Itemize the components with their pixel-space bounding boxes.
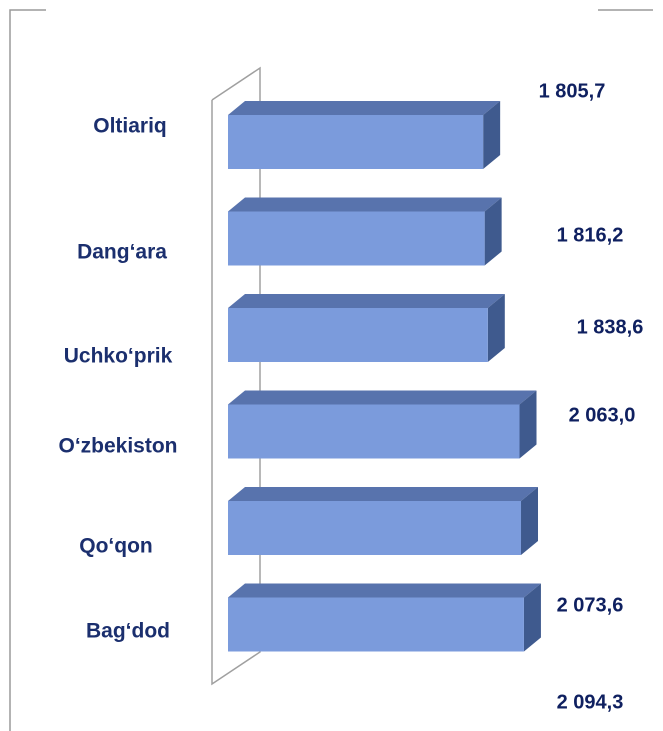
bar (228, 404, 520, 459)
value-label: 1 838,6 (577, 316, 644, 338)
bar (228, 115, 484, 169)
bar (228, 308, 488, 362)
category-label: Oltiariq (93, 115, 167, 138)
bar (228, 501, 522, 555)
bar-top (228, 294, 505, 308)
bar-top (228, 487, 539, 501)
bar (228, 597, 524, 652)
value-label: 1 805,7 (539, 80, 606, 102)
bar-side (483, 101, 501, 169)
bar-side (523, 583, 541, 652)
category-label: Qo‘qon (79, 535, 152, 558)
value-label: 2 094,3 (557, 691, 624, 713)
category-label: Dang‘ara (77, 241, 167, 264)
frame (9, 9, 653, 731)
category-label: Bag‘dod (86, 620, 170, 643)
value-label: 1 816,2 (557, 224, 624, 246)
value-label: 2 063,0 (569, 404, 636, 426)
value-label: 2 073,6 (557, 594, 624, 616)
bar-top (228, 583, 541, 598)
category-label: Uchko‘prik (64, 345, 173, 368)
bar-side (484, 197, 502, 266)
bar-top (228, 101, 501, 115)
bar-side (521, 487, 539, 555)
bar-side (519, 390, 537, 459)
bar-top (228, 390, 537, 405)
bar (228, 211, 485, 266)
bar-side (487, 294, 505, 362)
category-label: O‘zbekiston (58, 435, 177, 458)
bar-top (228, 197, 502, 212)
